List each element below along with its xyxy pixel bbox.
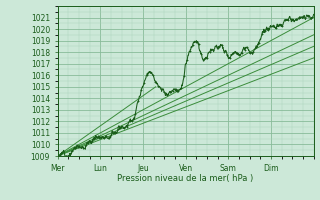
X-axis label: Pression niveau de la mer( hPa ): Pression niveau de la mer( hPa )	[117, 174, 254, 183]
